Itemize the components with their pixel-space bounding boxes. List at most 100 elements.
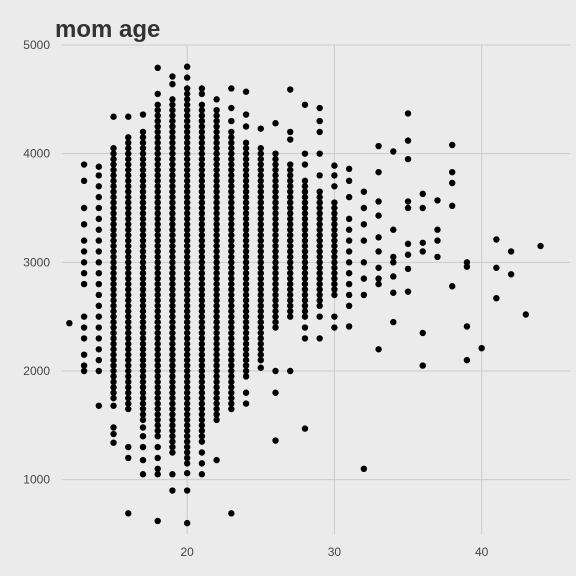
data-point — [257, 297, 264, 304]
data-point — [183, 107, 191, 114]
data-point — [242, 297, 250, 304]
data-point — [419, 362, 426, 369]
data-point — [125, 329, 132, 337]
data-point — [375, 346, 382, 353]
data-point — [316, 313, 323, 320]
data-point — [154, 411, 161, 418]
data-point — [183, 63, 191, 70]
data-point — [213, 275, 220, 282]
data-point — [257, 291, 264, 299]
data-point — [213, 226, 220, 233]
data-point — [242, 123, 250, 130]
data-point — [228, 166, 235, 174]
data-point — [139, 329, 147, 337]
data-point — [139, 400, 147, 407]
data-point — [110, 204, 117, 212]
data-point — [242, 150, 250, 157]
data-point — [316, 117, 323, 125]
data-point — [434, 253, 441, 261]
data-point — [228, 117, 235, 125]
data-point — [169, 253, 176, 261]
data-point — [169, 308, 176, 315]
data-point — [449, 283, 456, 290]
data-point — [169, 411, 176, 418]
data-point — [169, 139, 176, 146]
data-point — [154, 329, 161, 337]
data-point — [95, 335, 103, 342]
data-point — [257, 270, 264, 277]
data-point — [169, 221, 176, 228]
data-point — [139, 424, 147, 431]
data-point — [257, 264, 264, 271]
data-point — [213, 183, 220, 190]
data-point — [125, 188, 132, 195]
data-point — [125, 362, 132, 369]
data-point — [242, 172, 250, 179]
y-tick-label: 2000 — [23, 364, 50, 378]
data-point — [183, 373, 191, 380]
data-point — [154, 183, 161, 190]
data-point — [139, 259, 147, 266]
data-point — [110, 384, 117, 391]
data-point — [80, 280, 88, 288]
data-point — [183, 90, 191, 98]
data-point — [183, 204, 191, 212]
data-point — [242, 166, 250, 174]
data-point — [183, 291, 191, 299]
data-point — [183, 270, 191, 277]
data-point — [125, 183, 132, 190]
data-point — [169, 259, 176, 266]
data-point — [287, 280, 294, 288]
data-point — [183, 389, 191, 396]
data-point — [213, 302, 220, 309]
data-point — [125, 454, 132, 462]
data-point — [213, 389, 220, 396]
data-point — [345, 226, 353, 233]
data-point — [301, 253, 309, 261]
data-point — [183, 469, 191, 477]
data-point — [110, 335, 117, 342]
data-point — [301, 231, 309, 239]
data-point — [301, 291, 309, 299]
data-point — [345, 177, 353, 185]
data-point — [183, 454, 191, 462]
data-point — [198, 128, 206, 136]
data-point — [169, 329, 176, 337]
y-tick-label: 1000 — [23, 473, 50, 487]
data-point — [169, 177, 176, 185]
data-point — [287, 308, 294, 315]
data-point — [331, 183, 338, 190]
data-point — [213, 177, 220, 185]
data-point — [272, 297, 279, 304]
data-point — [257, 166, 264, 174]
data-point — [242, 248, 250, 255]
data-point — [331, 237, 338, 244]
data-point — [228, 161, 235, 168]
data-point — [139, 308, 147, 315]
data-point — [375, 234, 382, 241]
data-point — [139, 204, 147, 212]
data-point — [154, 433, 161, 440]
data-point — [125, 172, 132, 179]
data-point — [169, 199, 176, 206]
data-point — [154, 199, 161, 206]
data-point — [272, 367, 279, 375]
y-tick-label: 3000 — [23, 255, 50, 269]
data-point — [183, 449, 191, 456]
data-point — [228, 346, 235, 353]
data-point — [139, 155, 147, 163]
data-point — [154, 324, 161, 331]
data-point — [183, 215, 191, 223]
data-point — [183, 74, 191, 81]
data-point — [154, 280, 161, 288]
data-point — [139, 177, 147, 185]
data-point — [169, 248, 176, 255]
data-point — [183, 427, 191, 434]
data-point — [198, 384, 206, 391]
data-point — [125, 155, 132, 163]
data-point — [213, 362, 220, 369]
data-point — [213, 280, 220, 288]
data-point — [287, 259, 294, 266]
data-point — [110, 324, 117, 331]
data-point — [154, 373, 161, 380]
